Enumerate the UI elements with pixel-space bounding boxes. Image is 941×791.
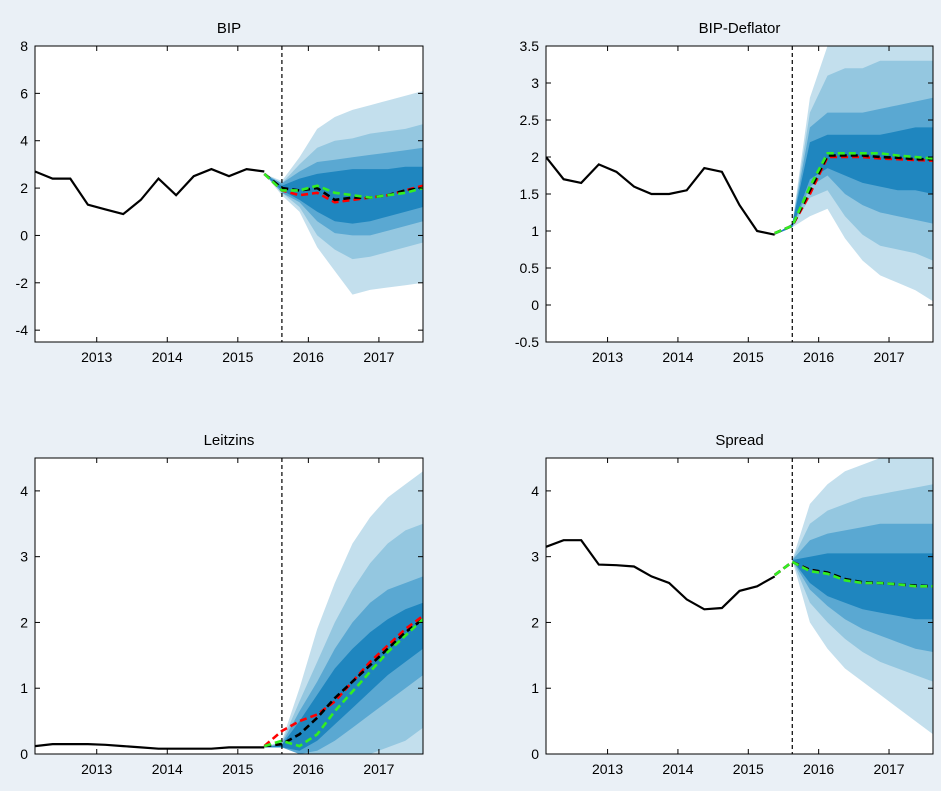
y-tick-label: 4 xyxy=(531,483,539,499)
x-tick-label: 2015 xyxy=(733,761,764,777)
y-tick-label: 3 xyxy=(531,75,539,91)
x-tick-label: 2017 xyxy=(873,349,904,365)
history-line xyxy=(546,539,776,611)
x-tick-label: 2017 xyxy=(363,349,394,365)
y-tick-label: 0 xyxy=(531,297,539,313)
x-tick-label: 2014 xyxy=(662,761,693,777)
y-tick-label: 1 xyxy=(20,680,28,696)
y-tick-label: 2 xyxy=(531,614,539,630)
x-tick-label: 2013 xyxy=(81,761,112,777)
y-tick-label: 2.5 xyxy=(520,112,540,128)
chart-panel-3: 0 1 2 3 4 2013 2014 2015 2016 2017 Leitzins xyxy=(20,432,424,777)
x-tick-label: 2015 xyxy=(222,761,253,777)
y-tick-label: 6 xyxy=(20,85,28,101)
chart-title: BIP xyxy=(217,20,241,37)
x-tick-label: 2015 xyxy=(222,349,253,365)
history-line xyxy=(35,167,265,216)
fan-band-4 xyxy=(264,602,423,751)
y-tick-label: 0 xyxy=(20,746,28,762)
y-tick-label: 1 xyxy=(531,223,539,239)
y-tick-label: -2 xyxy=(16,275,29,291)
history-line xyxy=(35,742,265,750)
history-line xyxy=(546,156,775,236)
x-tick-label: 2013 xyxy=(592,349,623,365)
x-tick-label: 2016 xyxy=(803,349,834,365)
y-tick-label: 3 xyxy=(20,549,28,565)
plot-frame xyxy=(34,45,424,343)
y-tick-label: 2 xyxy=(20,180,28,196)
y-tick-label: 0 xyxy=(20,227,28,243)
y-tick-label: -4 xyxy=(16,322,29,338)
x-tick-label: 2017 xyxy=(363,761,394,777)
chart-title: Spread xyxy=(715,432,763,449)
chart-title: Leitzins xyxy=(204,432,255,449)
x-tick-label: 2013 xyxy=(81,349,112,365)
y-tick-label: 0 xyxy=(531,746,539,762)
y-tick-label: 4 xyxy=(20,483,28,499)
forecast-line-black xyxy=(264,618,423,748)
chart-panel-2: -0.5 0 0.5 1 1.5 2 2.5 3 3.5 2013 2014 2015 2016 2017… xyxy=(515,20,934,365)
x-tick-label: 2014 xyxy=(152,761,183,777)
y-tick-label: 2 xyxy=(20,614,28,630)
x-tick-label: 2014 xyxy=(152,349,183,365)
chart-panel-4: 0 1 2 3 4 2013 2014 2015 2016 2017 Spread xyxy=(531,432,934,777)
forecast-line-green xyxy=(774,152,933,235)
y-tick-label: 4 xyxy=(20,133,28,149)
x-tick-label: 2016 xyxy=(293,349,324,365)
forecast-line-green xyxy=(263,618,423,748)
x-tick-label: 2013 xyxy=(592,761,623,777)
y-tick-label: 3 xyxy=(531,549,539,565)
y-tick-label: -0.5 xyxy=(515,334,539,350)
x-tick-label: 2016 xyxy=(293,761,324,777)
plot-frame xyxy=(545,457,934,755)
forecast-line-red xyxy=(263,172,423,204)
y-tick-label: 0.5 xyxy=(520,260,540,276)
y-tick-label: 3.5 xyxy=(520,38,540,54)
chart-panel-1: -4 -2 0 2 4 6 8 2013 2014 2015 2016 2017 BIP xyxy=(16,20,424,365)
forecast-line-red xyxy=(263,614,423,748)
x-tick-label: 2016 xyxy=(803,761,834,777)
x-tick-label: 2015 xyxy=(733,349,764,365)
y-tick-label: 2 xyxy=(531,149,539,165)
y-tick-label: 1 xyxy=(531,680,539,696)
chart-title: BIP-Deflator xyxy=(699,20,781,37)
x-tick-label: 2017 xyxy=(873,761,904,777)
forecast-line-black xyxy=(263,172,423,202)
plot-frame xyxy=(34,457,424,755)
x-tick-label: 2014 xyxy=(662,349,693,365)
y-tick-label: 1.5 xyxy=(520,186,540,202)
y-tick-label: 8 xyxy=(20,38,28,54)
